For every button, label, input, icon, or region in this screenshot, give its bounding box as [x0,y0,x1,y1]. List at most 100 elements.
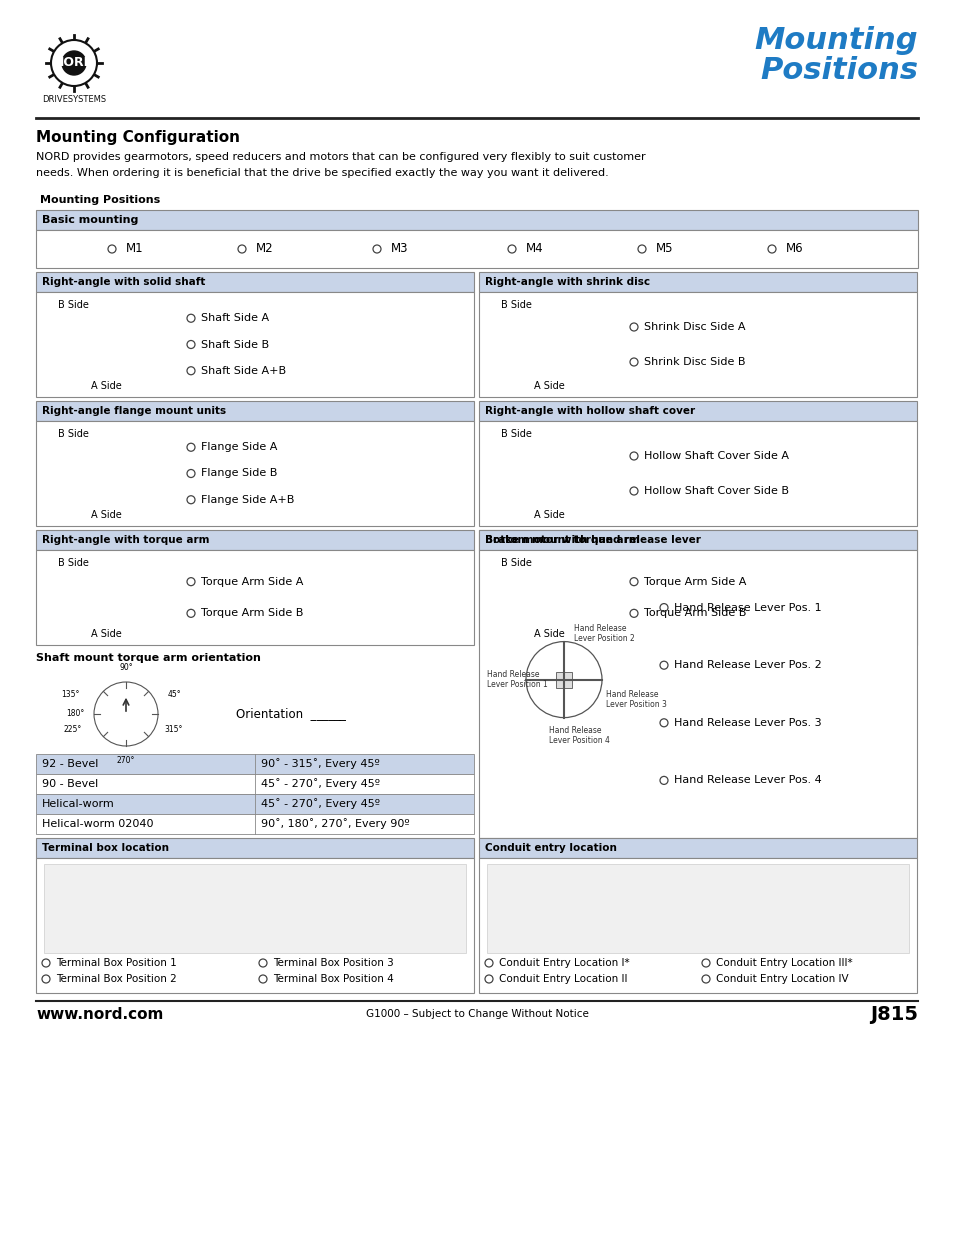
Bar [486,864,908,953]
Bar [478,550,916,645]
Text: Shaft Side B: Shaft Side B [201,340,269,350]
Text: B Side: B Side [500,300,532,310]
Text: Flange Side A+B: Flange Side A+B [201,495,294,505]
Text: Mounting Configuration: Mounting Configuration [36,130,240,144]
Text: 90˚, 180˚, 270˚, Every 90º: 90˚, 180˚, 270˚, Every 90º [261,819,409,830]
Text: Flange Side A: Flange Side A [201,442,277,452]
Text: Hand Release
Lever Position 4: Hand Release Lever Position 4 [548,726,609,745]
Text: 135°: 135° [62,690,80,699]
Text: 90 - Bevel: 90 - Bevel [42,779,98,789]
Text: B Side: B Side [58,429,89,438]
Bar [478,550,916,839]
Bar [36,272,474,291]
Text: Conduit Entry Location II: Conduit Entry Location II [498,974,627,984]
Text: G1000 – Subject to Change Without Notice: G1000 – Subject to Change Without Notice [365,1009,588,1019]
Text: Helical-worm: Helical-worm [42,799,114,809]
Text: Mounting Positions: Mounting Positions [40,195,160,205]
Text: M1: M1 [126,242,144,256]
Circle shape [62,51,86,75]
Text: Right-angle with torque arm: Right-angle with torque arm [42,535,210,545]
Text: Torque Arm Side A: Torque Arm Side A [201,577,303,587]
Text: M4: M4 [525,242,543,256]
Text: M5: M5 [656,242,673,256]
Text: Right-angle with solid shaft: Right-angle with solid shaft [42,277,205,287]
Text: Hand Release Lever Pos. 1: Hand Release Lever Pos. 1 [673,603,821,613]
Bar [36,530,474,550]
Text: Hand Release Lever Pos. 4: Hand Release Lever Pos. 4 [673,776,821,785]
Text: Hand Release
Lever Position 3: Hand Release Lever Position 3 [605,689,666,709]
Text: Brake motor with hand release lever: Brake motor with hand release lever [484,535,700,545]
Bar [478,291,916,396]
Text: B Side: B Side [58,300,89,310]
Text: 90°: 90° [119,663,132,672]
Text: Conduit Entry Location I*: Conduit Entry Location I* [498,958,629,968]
Text: Terminal Box Position 1: Terminal Box Position 1 [56,958,176,968]
Text: needs. When ordering it is beneficial that the drive be specified exactly the wa: needs. When ordering it is beneficial th… [36,168,608,178]
Bar [36,774,474,794]
Bar [36,814,474,834]
Text: Helical-worm 02040: Helical-worm 02040 [42,819,153,829]
Text: Hand Release Lever Pos. 3: Hand Release Lever Pos. 3 [673,718,821,727]
Bar [36,421,474,526]
Text: 45˚ - 270˚, Every 45º: 45˚ - 270˚, Every 45º [261,799,379,809]
Text: Conduit entry location: Conduit entry location [484,844,617,853]
Text: Terminal Box Position 4: Terminal Box Position 4 [273,974,394,984]
Text: 45˚ - 270˚, Every 45º: 45˚ - 270˚, Every 45º [261,778,379,789]
Text: Hand Release
Lever Position 2: Hand Release Lever Position 2 [574,624,634,643]
Text: A Side: A Side [534,629,564,638]
Bar [556,672,572,688]
Text: Shaft mount torque arm orientation: Shaft mount torque arm orientation [36,653,260,663]
Bar [36,550,474,645]
Text: Orientation  ______: Orientation ______ [235,708,346,720]
Text: Hand Release
Lever Position 1: Hand Release Lever Position 1 [486,669,547,689]
Text: Right-angle flange mount units: Right-angle flange mount units [42,406,226,416]
Text: Right-angle with shrink disc: Right-angle with shrink disc [484,277,649,287]
Bar [478,272,916,291]
Circle shape [51,40,97,86]
Text: NORD: NORD [53,57,94,69]
Bar [36,755,474,774]
Text: Shaft Side A+B: Shaft Side A+B [201,366,286,375]
Text: Mounting: Mounting [754,26,917,56]
Bar [478,421,916,526]
Text: 180°: 180° [66,709,84,719]
Text: Positions: Positions [760,56,917,85]
Text: Hand Release Lever Pos. 2: Hand Release Lever Pos. 2 [673,661,821,671]
Text: Shrink Disc Side A: Shrink Disc Side A [643,322,744,332]
Text: A Side: A Side [534,382,564,391]
Text: Terminal Box Position 2: Terminal Box Position 2 [56,974,176,984]
Bar [36,839,474,858]
Text: Shrink Disc Side B: Shrink Disc Side B [643,357,744,367]
Text: Torque Arm Side B: Torque Arm Side B [201,609,303,619]
Bar [36,230,917,268]
Bar [478,858,916,993]
Bar [478,839,916,858]
Text: M6: M6 [785,242,802,256]
Text: 90˚ - 315˚, Every 45º: 90˚ - 315˚, Every 45º [261,758,379,769]
Text: M2: M2 [255,242,274,256]
Text: Torque Arm Side A: Torque Arm Side A [643,577,745,587]
Text: A Side: A Side [91,629,122,638]
Text: 45°: 45° [168,690,181,699]
Text: A Side: A Side [91,510,122,520]
Bar [478,401,916,421]
Bar [36,210,917,230]
Text: Basic mounting: Basic mounting [42,215,138,225]
Text: Terminal box location: Terminal box location [42,844,169,853]
Text: B Side: B Side [500,558,532,568]
Text: A Side: A Side [91,382,122,391]
Text: Conduit Entry Location III*: Conduit Entry Location III* [716,958,852,968]
Text: J815: J815 [869,1005,917,1024]
Text: 225°: 225° [64,725,82,735]
Bar [36,858,474,993]
Text: Hollow Shaft Cover Side A: Hollow Shaft Cover Side A [643,451,788,461]
Text: Shaft Side A: Shaft Side A [201,314,269,324]
Bar [36,794,474,814]
Text: Torque Arm Side B: Torque Arm Side B [643,609,745,619]
Text: Conduit Entry Location IV: Conduit Entry Location IV [716,974,848,984]
Bar [36,401,474,421]
Bar [478,530,916,550]
Text: Bottom mount torque arm: Bottom mount torque arm [484,535,639,545]
Bar [44,864,465,953]
Text: B Side: B Side [58,558,89,568]
